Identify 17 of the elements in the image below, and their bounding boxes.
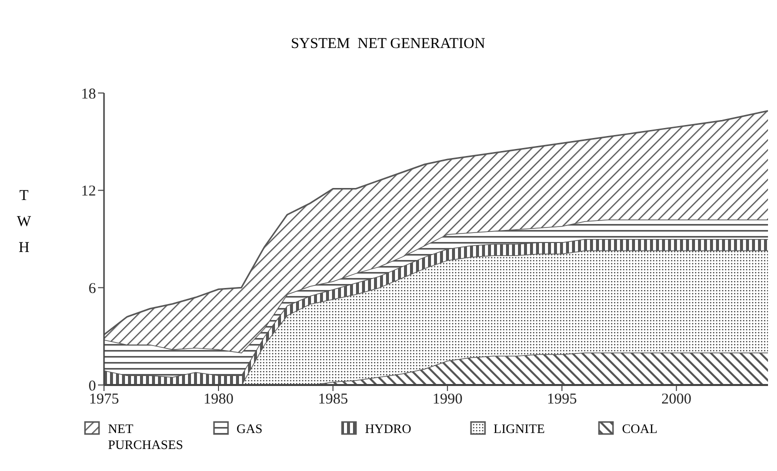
legend-label: LIGNITE bbox=[494, 421, 546, 437]
x-tick-label: 2000 bbox=[661, 392, 692, 408]
chart-title: SYSTEM NET GENERATION bbox=[290, 36, 486, 53]
legend-label: NET PURCHASES bbox=[108, 421, 184, 453]
y-axis-title: TWH bbox=[16, 187, 32, 258]
x-tick-label: 1985 bbox=[318, 392, 348, 408]
x-tick-label: 1990 bbox=[432, 392, 462, 408]
x-tick-label: 1975 bbox=[89, 392, 119, 408]
x-tick-label: 1980 bbox=[203, 392, 234, 408]
legend-label: COAL bbox=[622, 421, 658, 437]
legend-label: GAS bbox=[236, 421, 264, 437]
x-tick-label: 1995 bbox=[546, 392, 577, 408]
y-tick-label: 18 bbox=[81, 86, 96, 102]
y-tick-label: 6 bbox=[88, 280, 96, 297]
y-tick-label: 0 bbox=[88, 378, 96, 394]
y-tick-label: 12 bbox=[81, 184, 96, 200]
legend-label: HYDRO bbox=[365, 421, 412, 437]
